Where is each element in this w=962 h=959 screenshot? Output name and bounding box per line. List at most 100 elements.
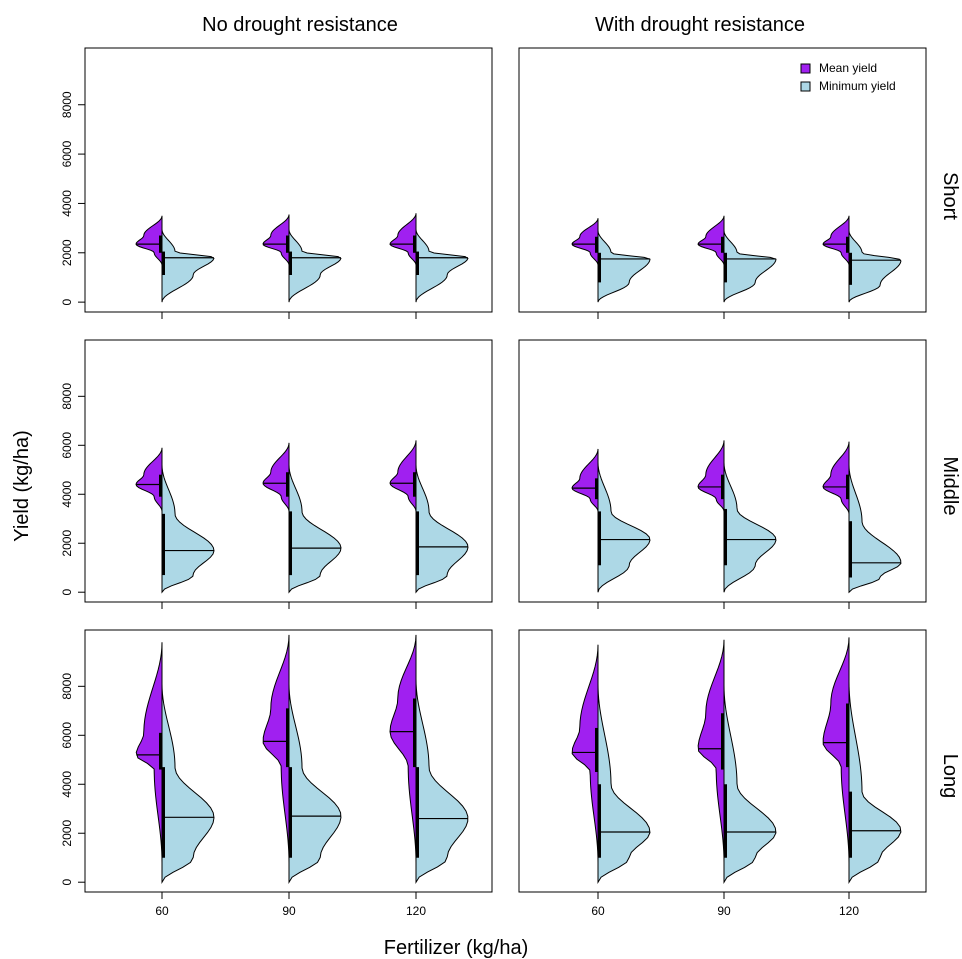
x-tick-label: 90 — [282, 904, 296, 918]
y-tick-label: 6000 — [60, 722, 74, 749]
half-violin-min — [161, 683, 215, 884]
half-violin-min — [597, 683, 651, 884]
half-violin-mean — [697, 639, 725, 863]
half-violin-mean — [697, 440, 725, 512]
y-tick-label: 4000 — [60, 190, 74, 217]
half-violin-min — [161, 464, 215, 594]
panels: 0 2000 4000 6000 8000 0 2000 4000 6000 8000 0 2000 4… — [60, 47, 927, 918]
violin-90 — [262, 634, 342, 884]
panel-long-no-drought-resistance: 0 2000 4000 6000 8000 60 90 120 — [60, 629, 493, 918]
column-title-with-drought: With drought resistance — [595, 14, 805, 36]
half-violin-mean — [389, 213, 417, 266]
x-axis-label: Fertilizer (kg/ha) — [384, 937, 528, 959]
violin-60 — [135, 215, 215, 303]
column-titles: No drought resistance With drought resis… — [202, 14, 805, 36]
x-tick-label: 60 — [591, 904, 605, 918]
half-violin-min — [723, 685, 777, 884]
half-violin-mean — [135, 215, 163, 266]
panel-short-no-drought-resistance: 0 2000 4000 6000 8000 — [60, 47, 493, 319]
panel-short-with-drought-resistance — [518, 47, 927, 319]
violin-90 — [697, 215, 777, 303]
violin-60 — [135, 642, 215, 884]
y-tick-label: 0 — [60, 589, 74, 596]
half-violin-min — [288, 683, 342, 884]
violin-90 — [262, 214, 342, 303]
half-violin-min — [288, 229, 342, 303]
y-tick-label: 2000 — [60, 820, 74, 847]
legend-swatch-mean — [800, 63, 811, 74]
half-violin-mean — [389, 634, 417, 863]
legend: Mean yield Minimum yield — [800, 61, 896, 93]
panel-frame — [518, 47, 927, 313]
y-tick-label: 2000 — [60, 530, 74, 557]
half-violin-min — [415, 464, 469, 594]
half-violin-mean — [262, 634, 290, 863]
half-violin-mean — [389, 440, 417, 512]
half-violin-mean — [262, 442, 290, 512]
y-axis-label: Yield (kg/ha) — [11, 430, 33, 542]
x-tick-label: 120 — [406, 904, 426, 918]
column-title-no-drought: No drought resistance — [202, 14, 398, 36]
half-violin-mean — [571, 644, 599, 863]
x-tick-label: 90 — [717, 904, 731, 918]
x-tick-label: 60 — [155, 904, 169, 918]
panel-middle-no-drought-resistance: 0 2000 4000 6000 8000 — [60, 339, 493, 609]
panel-long-with-drought-resistance: 60 90 120 — [518, 629, 927, 918]
y-tick-label: 2000 — [60, 239, 74, 266]
half-violin-mean — [822, 637, 850, 863]
half-violin-mean — [135, 447, 163, 512]
violin-120 — [389, 213, 469, 303]
half-violin-mean — [262, 214, 290, 266]
violin-120 — [389, 634, 469, 884]
y-tick-label: 4000 — [60, 771, 74, 798]
legend-swatch-min — [800, 81, 811, 92]
half-violin-min — [848, 464, 902, 594]
half-violin-mean — [571, 448, 599, 512]
half-violin-min — [848, 230, 902, 303]
panel-frame — [518, 629, 927, 893]
violin-90 — [262, 442, 342, 594]
half-violin-min — [723, 462, 777, 593]
violin-90 — [697, 440, 777, 593]
half-violin-min — [415, 678, 469, 884]
violin-60 — [135, 447, 215, 594]
violin-60 — [571, 644, 651, 884]
half-violin-mean — [697, 215, 725, 266]
y-tick-label: 8000 — [60, 91, 74, 118]
legend-label-min: Minimum yield — [819, 79, 896, 93]
violin-90 — [697, 639, 777, 884]
half-violin-mean — [822, 441, 850, 514]
half-violin-min — [415, 229, 469, 303]
violin-120 — [389, 440, 469, 594]
half-violin-mean — [135, 642, 163, 863]
y-tick-label: 8000 — [60, 383, 74, 410]
row-label-long: Long — [939, 754, 961, 799]
half-violin-mean — [571, 218, 599, 266]
legend-label-mean: Mean yield — [819, 61, 877, 75]
half-violin-min — [161, 229, 215, 303]
row-label-middle: Middle — [939, 457, 961, 516]
y-tick-label: 0 — [60, 298, 74, 305]
y-tick-label: 6000 — [60, 140, 74, 167]
half-violin-min — [597, 230, 651, 303]
half-violin-min — [848, 681, 902, 884]
panel-frame — [518, 339, 927, 603]
y-tick-label: 4000 — [60, 481, 74, 508]
panel-middle-with-drought-resistance — [518, 339, 927, 609]
violin-120 — [822, 441, 902, 594]
y-tick-label: 8000 — [60, 673, 74, 700]
x-tick-label: 120 — [839, 904, 859, 918]
y-tick-label: 0 — [60, 879, 74, 886]
violin-60 — [571, 448, 651, 593]
violin-120 — [822, 215, 902, 303]
half-violin-min — [723, 230, 777, 303]
row-label-short: Short — [939, 172, 961, 220]
half-violin-min — [288, 464, 342, 594]
row-labels: Short Middle Long — [939, 172, 961, 798]
violin-60 — [571, 218, 651, 303]
violin-120 — [822, 637, 902, 884]
half-violin-mean — [822, 215, 850, 266]
half-violin-min — [597, 462, 651, 593]
y-tick-label: 6000 — [60, 432, 74, 459]
